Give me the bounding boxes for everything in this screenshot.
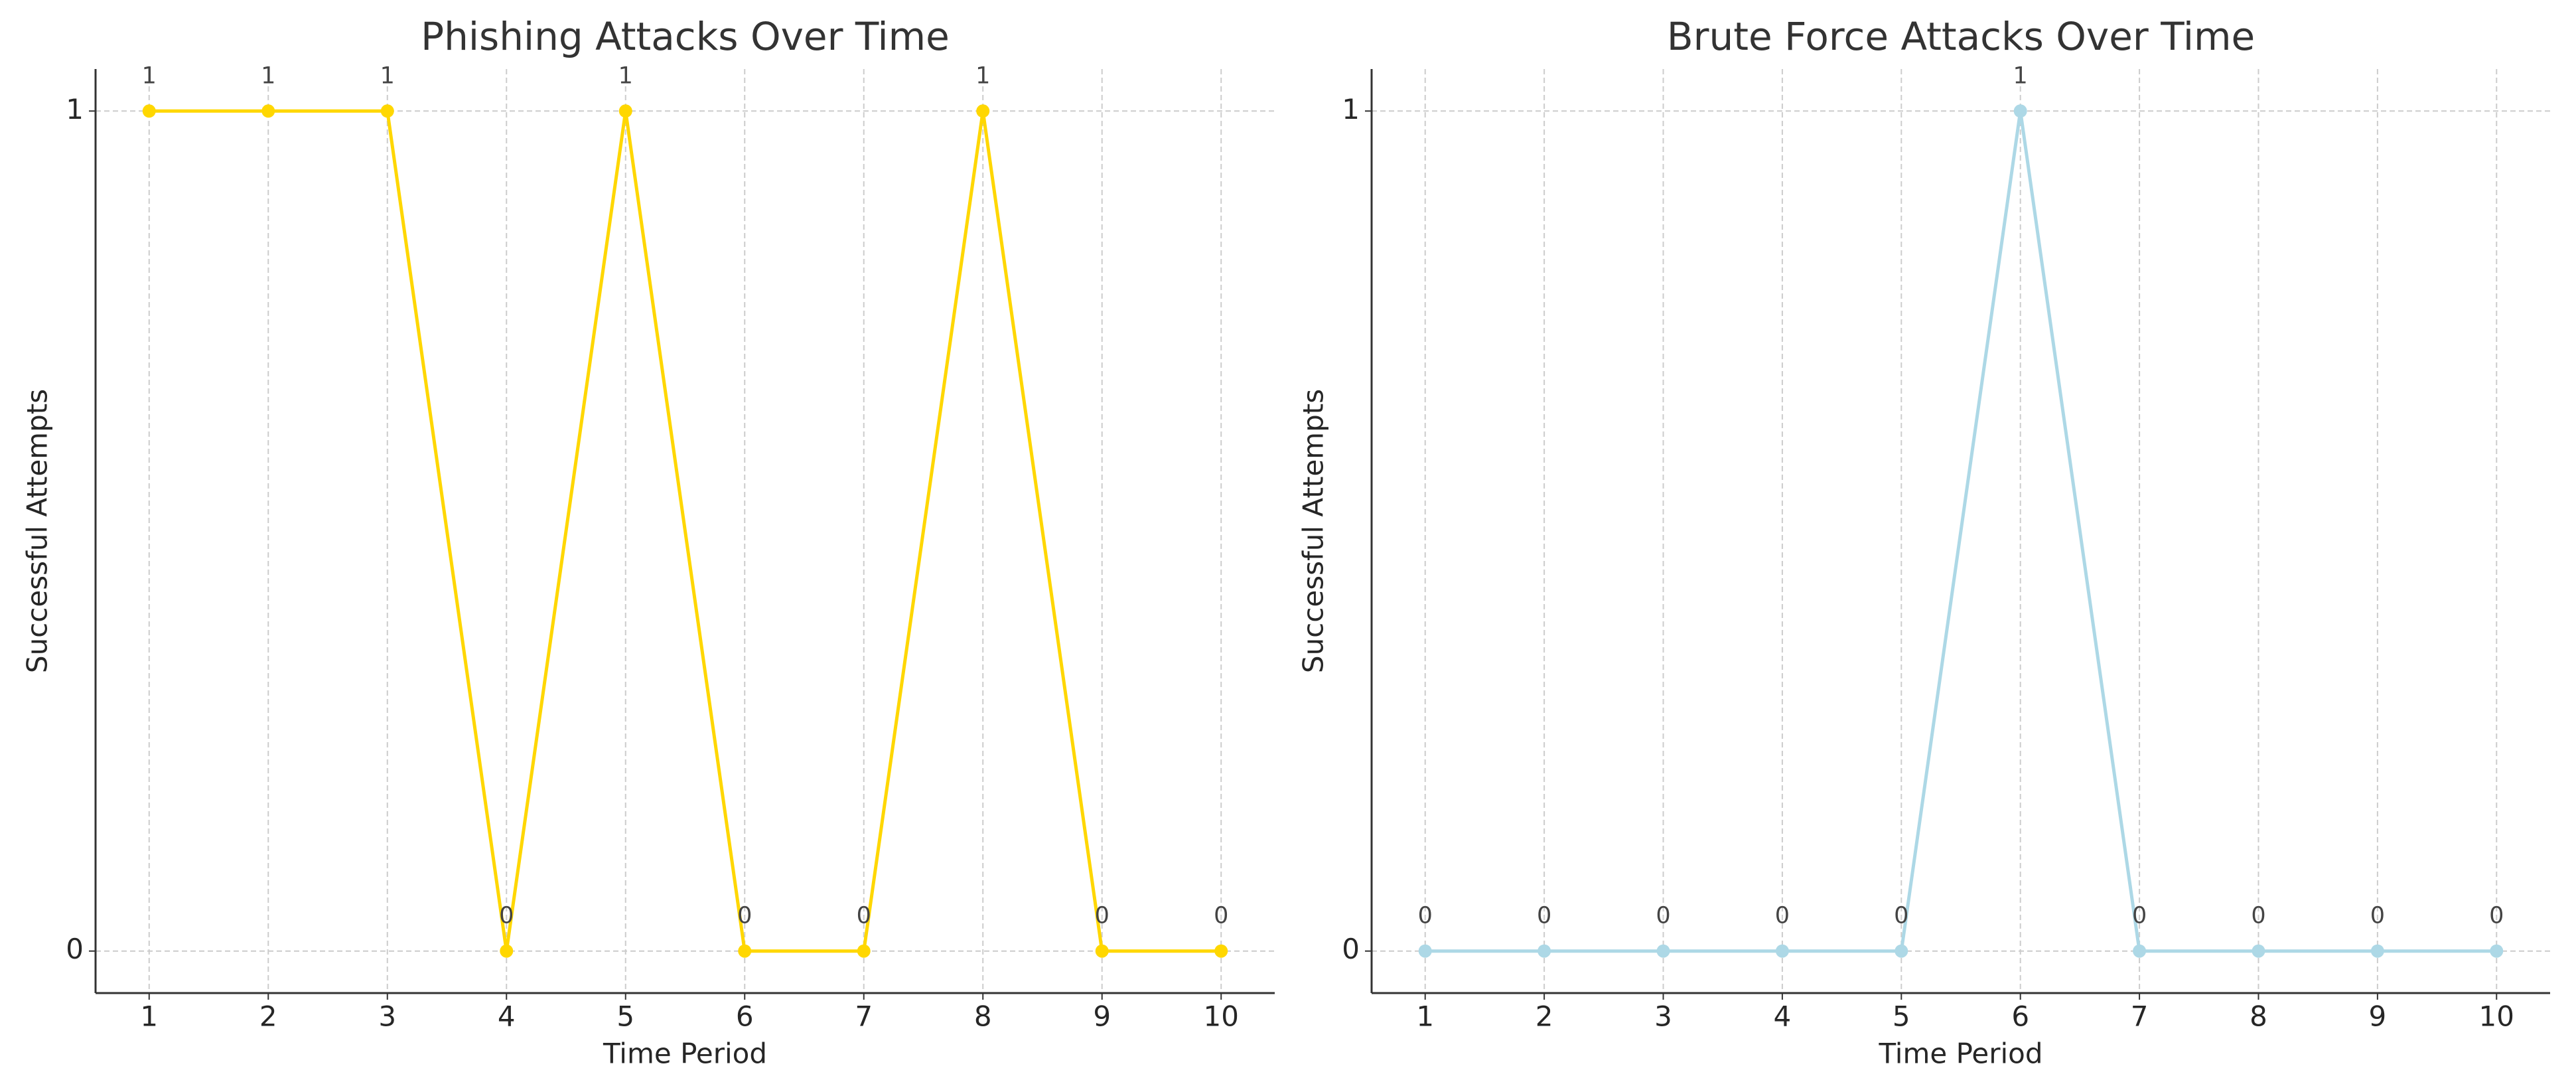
marker [2370, 944, 2384, 958]
y-tick-label: 1 [1342, 93, 1360, 125]
y-axis-label: Successful Attempts [21, 389, 54, 673]
x-tick-label: 7 [855, 1000, 873, 1033]
marker [2013, 104, 2027, 118]
data-label: 1 [975, 62, 990, 89]
marker [1775, 944, 1789, 958]
marker [1214, 944, 1228, 958]
x-tick-label: 6 [2011, 1000, 2029, 1033]
line [149, 109, 1222, 953]
x-axis-label: Time Period [1878, 1038, 2042, 1070]
marker [1418, 944, 1432, 958]
data-label: 0 [1095, 903, 1109, 929]
marker [380, 104, 394, 118]
y-tick-label: 1 [66, 93, 84, 125]
data-label: 0 [2489, 903, 2504, 929]
x-tick-label: 8 [2250, 1000, 2267, 1033]
x-tick-label: 10 [2479, 1000, 2514, 1033]
x-tick-label: 2 [259, 1000, 277, 1033]
data-label: 0 [1894, 903, 1908, 929]
x-tick-label: 4 [1774, 1000, 1792, 1033]
marker [1656, 944, 1670, 958]
marker [2252, 944, 2265, 958]
x-tick-label: 6 [736, 1000, 754, 1033]
data-label: 1 [142, 62, 157, 89]
data-label: 0 [857, 903, 871, 929]
line [1425, 110, 2497, 953]
y-axis-label: Successful Attempts [1297, 389, 1330, 673]
data-label: 0 [1537, 903, 1551, 929]
marker [2490, 944, 2504, 958]
data-label: 1 [618, 62, 633, 89]
x-tick-label: 9 [1093, 1000, 1111, 1033]
data-label: 0 [1418, 903, 1433, 929]
marker [618, 104, 632, 118]
data-label: 0 [737, 903, 752, 929]
marker [1538, 944, 1551, 958]
data-label: 0 [499, 903, 514, 929]
x-tick-label: 2 [1536, 1000, 1553, 1033]
marker [142, 104, 156, 118]
data-label: 0 [2251, 903, 2265, 929]
marker [857, 944, 871, 958]
x-tick-label: 3 [378, 1000, 396, 1033]
x-tick-label: 7 [2131, 1000, 2149, 1033]
data-label: 1 [2013, 62, 2028, 89]
y-tick-label: 0 [1342, 933, 1360, 965]
x-tick-label: 4 [498, 1000, 516, 1033]
x-tick-label: 9 [2369, 1000, 2387, 1033]
marker [500, 944, 514, 958]
x-axis-label: Time Period [603, 1038, 767, 1070]
x-tick-label: 5 [616, 1000, 634, 1033]
marker [2133, 944, 2147, 958]
marker [738, 944, 752, 958]
x-tick-label: 10 [1204, 1000, 1239, 1033]
x-tick-label: 3 [1654, 1000, 1672, 1033]
data-label: 0 [2370, 903, 2385, 929]
marker [1895, 944, 1908, 958]
x-tick-label: 1 [140, 1000, 158, 1033]
data-label: 0 [1214, 903, 1228, 929]
data-label: 0 [1775, 903, 1790, 929]
x-tick-label: 1 [1416, 1000, 1434, 1033]
x-tick-label: 5 [1893, 1000, 1910, 1033]
data-label: 0 [1656, 903, 1670, 929]
data-label: 1 [380, 62, 395, 89]
marker [261, 104, 275, 118]
data-label: 1 [261, 62, 275, 89]
marker [976, 104, 990, 118]
x-tick-label: 8 [974, 1000, 992, 1033]
chart-title: Brute Force Attacks Over Time [1667, 14, 2255, 59]
chart-title: Phishing Attacks Over Time [421, 14, 950, 59]
marker [1095, 944, 1109, 958]
y-tick-label: 0 [66, 933, 84, 965]
data-label: 0 [2132, 903, 2147, 929]
